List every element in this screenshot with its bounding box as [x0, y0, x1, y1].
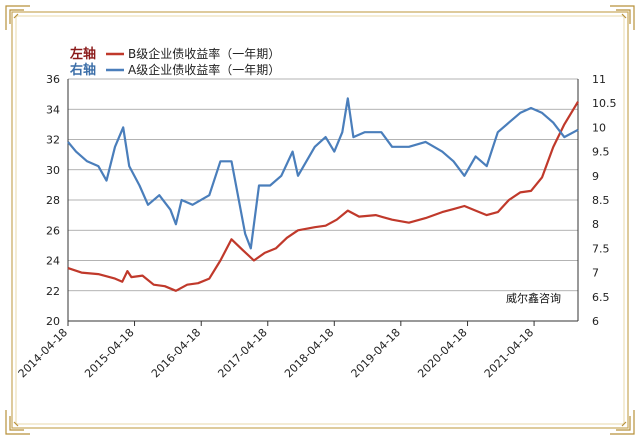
x-tick-label: 2020-04-18 [415, 326, 469, 380]
right-axis-tag: 右轴 [69, 62, 96, 78]
left-tick-label: 36 [46, 73, 60, 86]
right-tick-label: 10.5 [592, 97, 617, 110]
left-tick-label: 22 [46, 285, 60, 298]
left-tick-label: 30 [46, 164, 60, 177]
right-tick-label: 10 [592, 121, 606, 134]
x-tick-label: 2019-04-18 [349, 326, 403, 380]
series-lines [67, 97, 579, 292]
watermark-label: 威尔鑫咨询 [506, 291, 561, 305]
legend-label-b: B级企业债收益率（一年期） [128, 46, 280, 61]
gridlines [68, 78, 578, 322]
right-axis-ticks: 6 6.5 7 7.5 8 8.5 9 9.5 10 10.5 11 [592, 73, 617, 328]
decorative-border [5, 5, 635, 435]
right-tick-label: 6 [592, 315, 599, 328]
series-line-b [67, 101, 579, 292]
right-tick-label: 6.5 [592, 291, 610, 304]
legend-label-a: A级企业债收益率（一年期） [128, 62, 280, 77]
x-tick-label: 2018-04-18 [282, 326, 336, 380]
series-line-a [67, 97, 579, 250]
right-tick-label: 8.5 [592, 194, 610, 207]
right-tick-label: 7 [592, 267, 599, 280]
left-tick-label: 26 [46, 224, 60, 237]
left-axis-ticks: 20 22 24 26 28 30 32 34 36 [46, 73, 60, 328]
x-tick-label: 2021-04-18 [482, 326, 536, 380]
x-tick-label: 2015-04-18 [82, 326, 136, 380]
left-tick-label: 20 [46, 315, 60, 328]
right-tick-label: 11 [592, 73, 606, 86]
x-tick-label: 2017-04-18 [215, 326, 269, 380]
x-axis-ticks: 2014-04-18 2015-04-18 2016-04-18 2017-04-18… [16, 321, 536, 380]
right-tick-label: 9 [592, 170, 599, 183]
left-axis-tag: 左轴 [70, 46, 96, 62]
axes [67, 79, 579, 322]
legend: 左轴 B级企业债收益率（一年期） 右轴 A级企业债收益率（一年期） [69, 46, 280, 78]
left-tick-label: 28 [46, 194, 60, 207]
left-tick-label: 32 [46, 134, 60, 147]
left-tick-label: 34 [46, 103, 60, 116]
right-tick-label: 8 [592, 218, 599, 231]
right-tick-label: 9.5 [592, 146, 610, 159]
right-tick-label: 7.5 [592, 242, 610, 255]
x-tick-label: 2016-04-18 [149, 326, 203, 380]
left-tick-label: 24 [46, 255, 60, 268]
x-tick-label: 2014-04-18 [16, 326, 70, 380]
